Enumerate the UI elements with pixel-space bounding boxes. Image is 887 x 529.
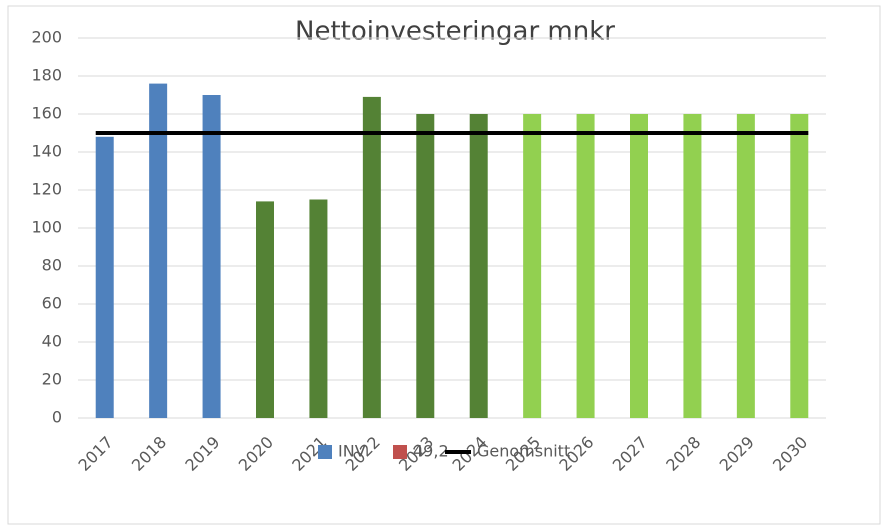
- legend-label: 49,2: [413, 442, 449, 461]
- y-tick-label: 120: [31, 180, 62, 199]
- y-tick-label: 60: [42, 294, 62, 313]
- bar: [630, 114, 648, 418]
- bar: [256, 201, 274, 418]
- legend-label: INV: [338, 442, 366, 461]
- legend-swatch: [393, 445, 407, 459]
- bar: [362, 96, 381, 419]
- y-tick-label: 20: [42, 370, 62, 389]
- bar: [790, 114, 809, 418]
- bar: [202, 95, 221, 418]
- y-tick-label: 40: [42, 332, 62, 351]
- y-tick-label: 80: [42, 256, 62, 275]
- bar: [416, 114, 435, 418]
- y-tick-label: 140: [31, 142, 62, 161]
- bar: [469, 114, 488, 418]
- y-tick-label: 160: [31, 104, 62, 123]
- y-tick-label: 200: [31, 28, 62, 47]
- bar: [736, 114, 755, 418]
- bar: [683, 114, 702, 418]
- chart-title: Nettoinvesteringar mnkr: [295, 17, 615, 47]
- legend-swatch: [318, 445, 332, 459]
- bar: [95, 136, 114, 419]
- y-tick-label: 0: [52, 408, 62, 427]
- y-tick-label: 180: [31, 66, 62, 85]
- bar: [149, 83, 168, 418]
- bar: [523, 114, 542, 418]
- y-tick-label: 100: [31, 218, 62, 237]
- bar: [309, 199, 328, 418]
- bar: [576, 114, 595, 418]
- legend-label: Genomsnitt: [477, 442, 570, 461]
